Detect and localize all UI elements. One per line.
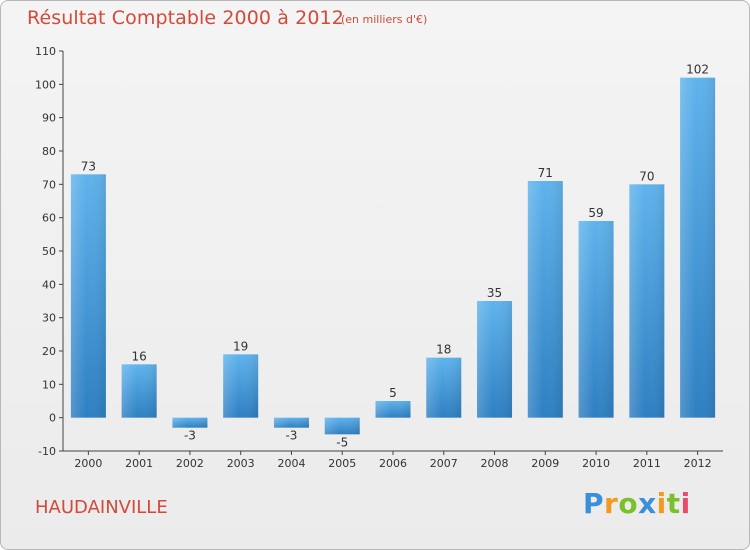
x-tick-label-2000: 2000 [74, 457, 102, 470]
x-tick-label-2009: 2009 [531, 457, 559, 470]
bar-shine-2008 [477, 301, 513, 418]
data-labels: 73 16 -3 19 -3 -5 5 18 35 71 59 70 102 [81, 63, 709, 450]
x-tick-label-2001: 2001 [125, 457, 153, 470]
bar-shine-2004 [273, 417, 309, 428]
bar-shine-2002 [172, 417, 208, 428]
y-tick-label: 90 [42, 112, 56, 125]
x-tick-label-2012: 2012 [684, 457, 712, 470]
x-tick-label-2008: 2008 [481, 457, 509, 470]
x-tick-label-2006: 2006 [379, 457, 407, 470]
bar-shine-2006 [375, 401, 411, 418]
x-tick-label-2007: 2007 [430, 457, 458, 470]
bars [70, 77, 716, 435]
axes: -10 0 10 20 30 40 50 60 70 80 90 100 110 2000 2001 2002… [35, 45, 723, 470]
y-tick-label: 70 [42, 178, 56, 191]
y-tick-label: -10 [38, 445, 56, 458]
y-tick-label: 10 [42, 378, 56, 391]
bar-shine-2001 [121, 364, 157, 418]
proxiti-logo: Proxiti [583, 487, 691, 520]
y-tick-label: 30 [42, 312, 56, 325]
bar-shine-2012 [680, 77, 716, 418]
chart-subtitle: (en milliers d'€) [341, 13, 428, 26]
bar-shine-2011 [629, 184, 665, 418]
x-tick-label-2005: 2005 [328, 457, 356, 470]
logo-letter: i [680, 487, 691, 520]
y-tick-label: 80 [42, 145, 56, 158]
y-tick-label: 40 [42, 278, 56, 291]
logo-letter: r [604, 487, 619, 520]
y-tick-label: 100 [35, 78, 56, 91]
value-label-2004: -3 [285, 429, 297, 443]
value-label-2011: 70 [639, 169, 654, 183]
value-label-2009: 71 [538, 166, 553, 180]
logo-letter: x [638, 487, 657, 520]
value-label-2007: 18 [436, 343, 451, 357]
y-tick-label: 110 [35, 45, 56, 58]
x-tick-label-2004: 2004 [277, 457, 305, 470]
bar-shine-2010 [578, 221, 614, 418]
chart-title: Résultat Comptable 2000 à 2012 [27, 7, 344, 29]
y-tick-label: 20 [42, 345, 56, 358]
value-label-2008: 35 [487, 286, 502, 300]
value-label-2005: -5 [336, 435, 348, 449]
value-label-2001: 16 [132, 349, 147, 363]
bar-shine-2009 [527, 181, 563, 418]
location-name: HAUDAINVILLE [35, 497, 168, 518]
x-tick-label-2003: 2003 [227, 457, 255, 470]
logo-letter: P [583, 487, 605, 520]
bar-shine-2007 [426, 357, 462, 418]
value-label-2006: 5 [389, 386, 397, 400]
logo-letter: t [666, 487, 681, 520]
x-tick-label-2010: 2010 [582, 457, 610, 470]
bar-shine-2003 [223, 354, 259, 418]
value-label-2010: 59 [588, 206, 603, 220]
y-tick-label: 50 [42, 245, 56, 258]
bar-shine-2000 [70, 174, 106, 418]
logo-letter: i [656, 487, 667, 520]
value-label-2000: 73 [81, 159, 96, 173]
value-label-2002: -3 [184, 429, 196, 443]
y-tick-label: 60 [42, 212, 56, 225]
x-tick-label-2002: 2002 [176, 457, 204, 470]
bar-shine-2005 [324, 417, 360, 435]
logo-letter: o [618, 487, 639, 520]
value-label-2012: 102 [686, 63, 709, 77]
y-tick-label: 0 [49, 412, 56, 425]
x-tick-label-2011: 2011 [633, 457, 661, 470]
value-label-2003: 19 [233, 339, 248, 353]
